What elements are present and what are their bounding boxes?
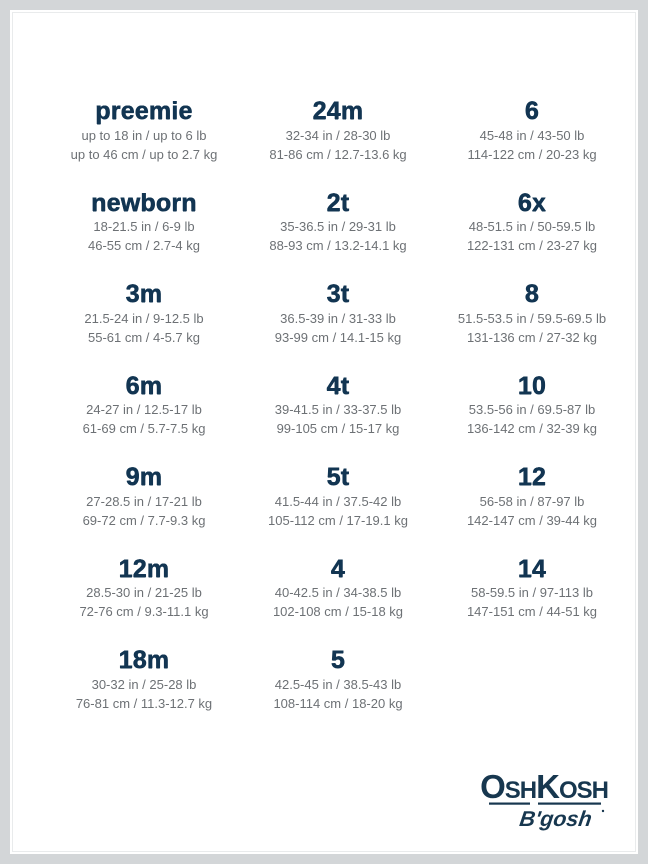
svg-text:OSHKOSH: OSHKOSH — [480, 768, 608, 805]
svg-text:B'gosh: B'gosh — [518, 806, 593, 831]
